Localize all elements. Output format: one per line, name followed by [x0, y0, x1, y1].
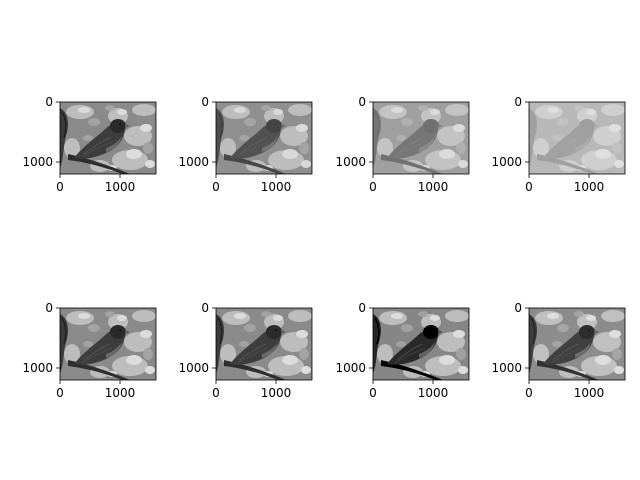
y-tick-label: 1000 [178, 155, 209, 169]
x-tick-label: 1000 [574, 180, 605, 194]
x-tick-label: 0 [212, 180, 220, 194]
axes-frame [372, 101, 470, 175]
grayscale-bird-image [373, 102, 469, 174]
y-tick-label: 0 [514, 95, 522, 109]
y-tick-label: 0 [358, 301, 366, 315]
x-tick-label: 0 [56, 386, 64, 400]
grayscale-bird-image [60, 308, 156, 380]
y-tick-label: 0 [514, 301, 522, 315]
x-tick-label: 1000 [261, 386, 292, 400]
axes-frame [528, 307, 626, 381]
axes-frame [59, 307, 157, 381]
axes-frame [215, 307, 313, 381]
x-tick-label: 1000 [105, 386, 136, 400]
y-tick-label: 1000 [491, 361, 522, 375]
x-tick-label: 0 [525, 386, 533, 400]
y-tick-label: 1000 [22, 361, 53, 375]
y-tick-label: 0 [201, 95, 209, 109]
grayscale-bird-image [216, 102, 312, 174]
grayscale-bird-image [529, 308, 625, 380]
y-tick-label: 0 [45, 95, 53, 109]
axes-frame [372, 307, 470, 381]
x-tick-label: 0 [525, 180, 533, 194]
grayscale-bird-image [529, 102, 625, 174]
axes-frame [59, 101, 157, 175]
y-tick-label: 1000 [22, 155, 53, 169]
x-tick-label: 0 [212, 386, 220, 400]
y-tick-label: 1000 [491, 155, 522, 169]
y-tick-label: 1000 [335, 155, 366, 169]
y-tick-label: 0 [201, 301, 209, 315]
y-tick-label: 1000 [178, 361, 209, 375]
x-tick-label: 0 [56, 180, 64, 194]
x-tick-label: 1000 [574, 386, 605, 400]
grayscale-bird-image [60, 102, 156, 174]
x-tick-label: 1000 [418, 386, 449, 400]
x-tick-label: 0 [369, 180, 377, 194]
x-tick-label: 1000 [261, 180, 292, 194]
x-tick-label: 1000 [105, 180, 136, 194]
x-tick-label: 0 [369, 386, 377, 400]
grayscale-bird-image [216, 308, 312, 380]
axes-frame [528, 101, 626, 175]
y-tick-label: 0 [45, 301, 53, 315]
x-tick-label: 1000 [418, 180, 449, 194]
grayscale-bird-image [373, 308, 469, 380]
y-tick-label: 1000 [335, 361, 366, 375]
y-tick-label: 0 [358, 95, 366, 109]
axes-frame [215, 101, 313, 175]
